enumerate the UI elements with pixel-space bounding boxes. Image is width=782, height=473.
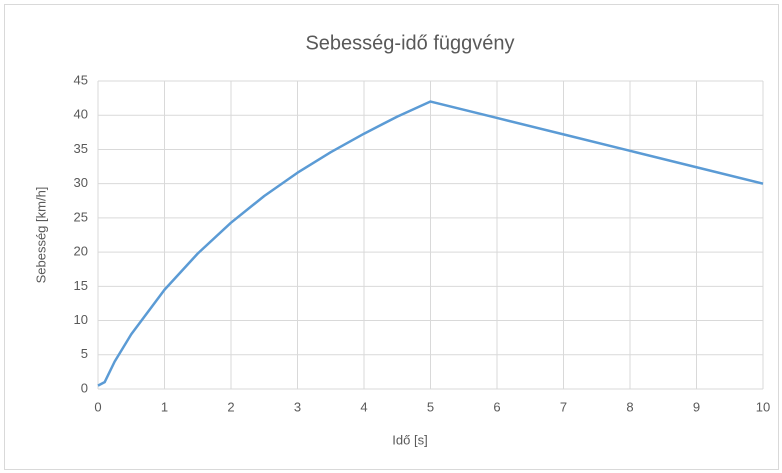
y-tick-label: 0: [81, 380, 88, 395]
x-tick-label: 5: [427, 399, 434, 414]
x-tick-label: 3: [294, 399, 301, 414]
y-tick-label: 35: [74, 141, 88, 156]
y-tick-label: 20: [74, 244, 88, 259]
x-tick-label: 1: [161, 399, 168, 414]
chart-title: Sebesség-idő függvény: [305, 32, 514, 54]
x-tick-label: 6: [493, 399, 500, 414]
data-line: [97, 100, 764, 387]
y-tick-label: 15: [74, 278, 88, 293]
x-tick-label: 4: [360, 399, 367, 414]
y-tick-label: 45: [74, 72, 88, 87]
chart-border: [4, 4, 779, 470]
y-tick-label: 25: [74, 209, 88, 224]
x-tick-label: 0: [94, 399, 101, 414]
x-tick-label: 2: [227, 399, 234, 414]
y-tick-label: 10: [74, 312, 88, 327]
x-tick-label: 10: [756, 399, 770, 414]
y-tick-label: 5: [81, 346, 88, 361]
y-axis-label: Sebesség [km/h]: [33, 187, 48, 284]
x-axis-label: Idő [s]: [392, 432, 427, 447]
x-tick-label: 8: [626, 399, 633, 414]
y-tick-label: 30: [74, 175, 88, 190]
y-tick-label: 40: [74, 107, 88, 122]
x-tick-label: 7: [560, 399, 567, 414]
x-tick-label: 9: [693, 399, 700, 414]
